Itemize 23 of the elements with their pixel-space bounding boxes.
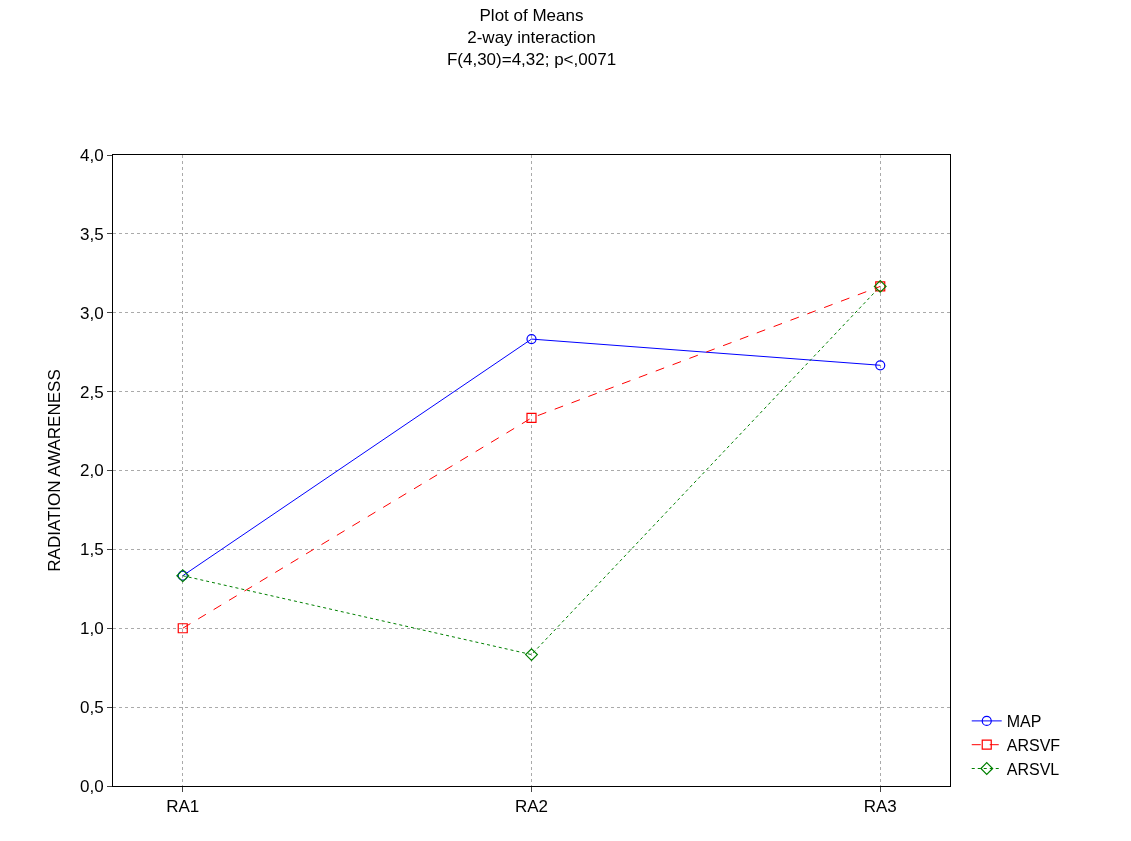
point (526, 412, 537, 424)
y-tick-label: 3,0 (79, 303, 104, 323)
legend-label: MAP (1006, 713, 1042, 731)
y-tick-label: 2,5 (79, 382, 104, 402)
y-tick-label: 2,0 (79, 461, 104, 481)
x-tick-label: RA2 (514, 797, 549, 817)
y-tick-label: 0,5 (79, 698, 104, 718)
y-tick-label: 1,0 (79, 619, 104, 639)
y-tick-label: 0,0 (79, 776, 104, 796)
legend-label: ARSVF (1006, 736, 1061, 754)
point (525, 648, 538, 662)
y-tick-label: 3,5 (79, 224, 104, 244)
legend-label: ARSVL (1006, 760, 1060, 778)
chart-subtitle: 2-way interaction F(4,30)=4,32; p<,0071 (446, 28, 617, 70)
chart-title: Plot of Means (479, 6, 584, 26)
point (177, 623, 188, 634)
y-axis-title: RADIATION AWARENESS (44, 369, 64, 572)
y-tick-label: 1,5 (79, 540, 104, 560)
x-tick-label: RA3 (863, 797, 897, 817)
x-tick-label: RA1 (166, 797, 200, 817)
point (526, 333, 537, 345)
y-tick-label: 4,0 (79, 145, 104, 165)
point (875, 360, 886, 371)
